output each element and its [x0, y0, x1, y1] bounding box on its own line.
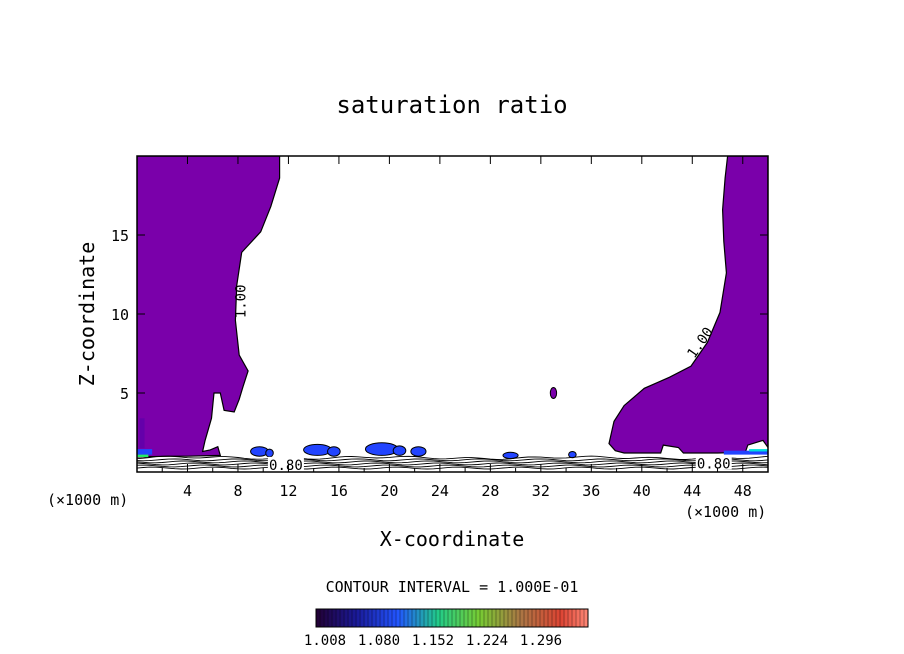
- colorbar-label: 1.224: [466, 633, 508, 649]
- x-tick-label: 12: [279, 482, 297, 500]
- y-tick-label: 5: [120, 385, 129, 403]
- contour-label-bg: [695, 455, 732, 470]
- blob: [303, 443, 332, 456]
- streak-blue-right: [723, 450, 768, 455]
- x-unit-right: (×1000 m): [685, 503, 766, 521]
- colorbar-label: 1.008: [304, 633, 346, 649]
- y-axis-label: Z-coordinate: [75, 242, 99, 387]
- contour-label-group: 0.80: [267, 456, 304, 474]
- x-tick-label: 16: [330, 482, 348, 500]
- colorbar-label: 1.296: [520, 633, 562, 649]
- contour-line-low: [137, 464, 768, 468]
- contour-label-bg: [267, 456, 304, 471]
- colorbar-labels: 1.008 1.080 1.152 1.224 1.296: [304, 633, 562, 649]
- contour-line-low: [137, 466, 768, 470]
- y-tick-label: 10: [111, 306, 129, 324]
- blob: [549, 386, 558, 400]
- contour-label: 1.00: [233, 285, 249, 319]
- x-tick-label: 24: [431, 482, 449, 500]
- region-right: [608, 156, 768, 454]
- x-tick-label: 40: [633, 482, 651, 500]
- x-tick-label: 48: [734, 482, 752, 500]
- streak-cyan-right: [749, 449, 768, 452]
- streak-blue-left: [137, 449, 153, 455]
- contour-interval-text: CONTOUR INTERVAL = 1.000E-01: [326, 578, 579, 596]
- x-tick-label: 4: [183, 482, 192, 500]
- streak-green-left: [137, 454, 149, 457]
- contour-label: 0.80: [269, 458, 303, 474]
- x-tick-label: 36: [582, 482, 600, 500]
- contour-line-low: [137, 460, 768, 464]
- region-left: [137, 156, 281, 458]
- chart-title: saturation ratio: [336, 91, 567, 119]
- blob: [265, 448, 274, 458]
- blob: [502, 451, 519, 460]
- contour-label: 0.80: [697, 456, 731, 472]
- x-tick-label: 32: [532, 482, 550, 500]
- x-tick-label: 28: [481, 482, 499, 500]
- contour-line-low: [137, 455, 768, 460]
- blob: [410, 446, 427, 457]
- x-tick-label: 44: [683, 482, 701, 500]
- contour-line-low: [137, 462, 768, 466]
- streak-dark-left: [139, 418, 145, 449]
- contour-label-group: 0.80: [695, 455, 732, 472]
- contour-label-group: 1.00: [233, 285, 249, 319]
- colorbar-stripes: [319, 609, 585, 627]
- plot-area: 1.001.000.80 0.80: [137, 156, 768, 474]
- colorbar-label: 1.152: [412, 633, 454, 649]
- x-tick-label: 8: [233, 482, 242, 500]
- x-tick-label: 20: [380, 482, 398, 500]
- contour-line-low: [137, 458, 768, 462]
- colorbar-label: 1.080: [358, 633, 400, 649]
- y-tick-label: 15: [111, 227, 129, 245]
- blob: [327, 446, 341, 457]
- x-unit-left: (×1000 m): [47, 491, 128, 509]
- x-axis-label: X-coordinate: [380, 527, 525, 551]
- blob: [392, 445, 407, 456]
